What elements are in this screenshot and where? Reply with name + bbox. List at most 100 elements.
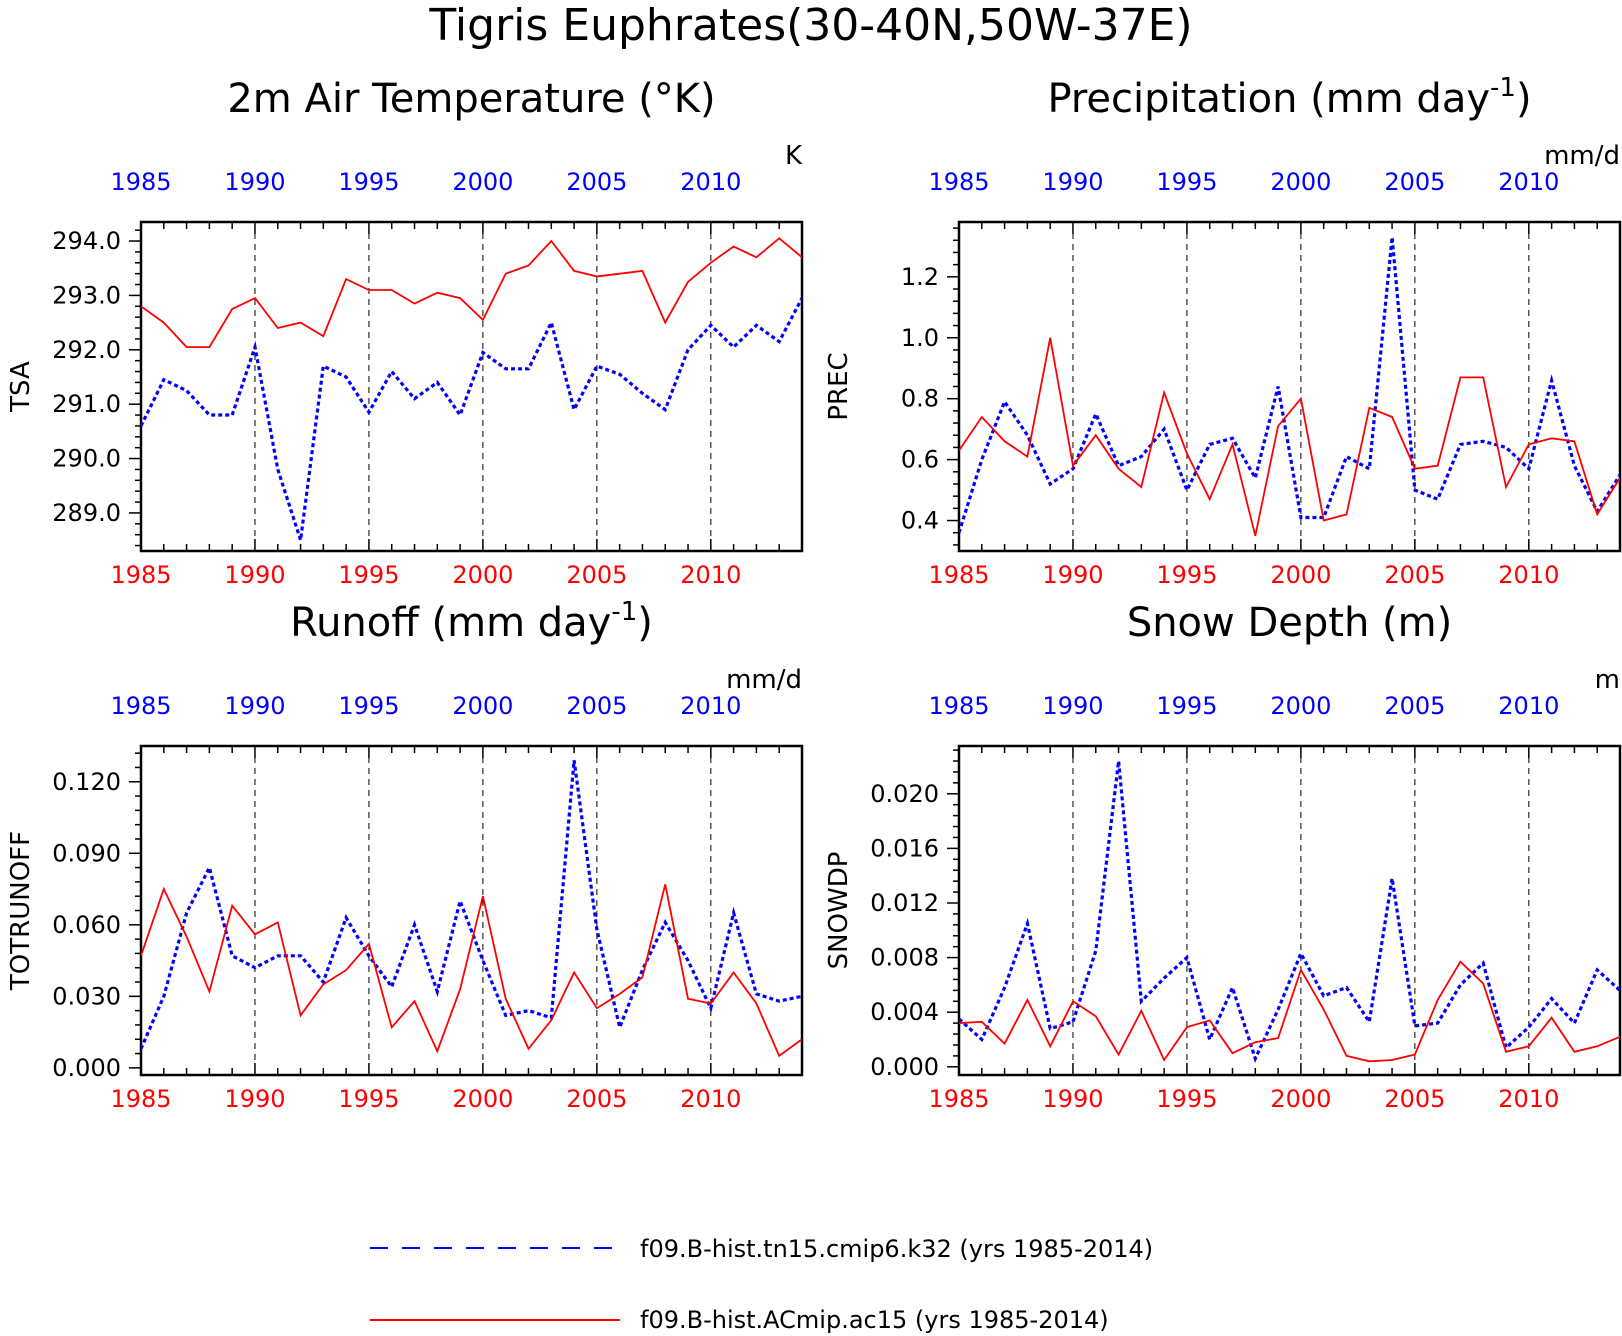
- y-tick-label: 1.2: [901, 263, 939, 291]
- x-tick-label-top: 2010: [1498, 168, 1559, 196]
- x-tick-label-bottom: 2000: [452, 561, 513, 589]
- y-tick-label: 0.012: [870, 889, 939, 917]
- x-tick-label-bottom: 1990: [1042, 561, 1103, 589]
- panel-1: 2m Air Temperature (°K) K 1985 1985 1990 1990…: [6, 76, 804, 589]
- x-tick-label-bottom: 2010: [1498, 1085, 1559, 1113]
- x-tick-label-top: 1985: [110, 692, 171, 720]
- x-tick-label-top: 2010: [680, 692, 741, 720]
- x-tick-label-bottom: 1985: [928, 561, 989, 589]
- series-line-2: [959, 960, 1620, 1063]
- x-tick-label-top: 1990: [1042, 168, 1103, 196]
- y-axis-label: TOTRUNOFF: [6, 831, 36, 991]
- chart-legend: f09.B-hist.tn15.cmip6.k32 (yrs 1985-2014…: [370, 1235, 1153, 1334]
- y-tick-label: 289.0: [52, 499, 121, 527]
- x-tick-label-bottom: 2005: [566, 561, 627, 589]
- x-tick-label-top: 2005: [1384, 692, 1445, 720]
- series-line-2: [141, 884, 802, 1058]
- x-tick-label-top: 2000: [1270, 168, 1331, 196]
- x-tick-label-bottom: 2005: [566, 1085, 627, 1113]
- y-tick-label: 0.020: [870, 780, 939, 808]
- x-tick-label-bottom: 2005: [1384, 1085, 1445, 1113]
- legend-label-run2: f09.B-hist.ACmip.ac15 (yrs 1985-2014): [640, 1306, 1109, 1334]
- x-tick-label-bottom: 1995: [338, 1085, 399, 1113]
- panel-title: Runoff (mm day-1): [290, 597, 653, 646]
- y-tick-label: 0.008: [870, 944, 939, 972]
- chart-panels: 2m Air Temperature (°K) K 1985 1985 1990 1990…: [6, 73, 1622, 1113]
- x-tick-label-top: 1995: [338, 692, 399, 720]
- x-tick-label-top: 1990: [224, 692, 285, 720]
- plot-frame: [957, 744, 1622, 1077]
- x-tick-label-bottom: 1985: [928, 1085, 989, 1113]
- units-label: mm/d: [1544, 141, 1620, 171]
- x-tick-label-top: 2005: [566, 168, 627, 196]
- y-tick-label: 293.0: [52, 281, 121, 309]
- y-tick-label: 0.000: [52, 1054, 121, 1082]
- x-tick-label-bottom: 1990: [224, 561, 285, 589]
- y-tick-label: 0.004: [870, 998, 939, 1026]
- x-tick-label-bottom: 2010: [1498, 561, 1559, 589]
- x-tick-label-bottom: 1985: [110, 561, 171, 589]
- series-line-2: [959, 337, 1620, 537]
- y-axis-label: SNOWDP: [824, 852, 854, 970]
- y-tick-label: 0.120: [52, 768, 121, 796]
- x-tick-label-top: 1995: [1156, 168, 1217, 196]
- x-tick-label-top: 1990: [224, 168, 285, 196]
- x-tick-label-top: 2010: [680, 168, 741, 196]
- series-line-1: [959, 760, 1620, 1063]
- x-tick-label-bottom: 2000: [1270, 561, 1331, 589]
- x-tick-label-top: 2000: [452, 168, 513, 196]
- x-tick-label-top: 1995: [1156, 692, 1217, 720]
- x-tick-label-bottom: 2000: [1270, 1085, 1331, 1113]
- units-label: mm/d: [726, 665, 802, 695]
- plot-frame: [139, 220, 804, 553]
- series-line-1: [141, 760, 802, 1050]
- y-axis-label: PREC: [824, 352, 854, 420]
- x-tick-label-top: 1985: [110, 168, 171, 196]
- y-tick-label: 294.0: [52, 227, 121, 255]
- x-tick-label-bottom: 2000: [452, 1085, 513, 1113]
- y-tick-label: 0.8: [901, 385, 939, 413]
- y-tick-label: 292.0: [52, 336, 121, 364]
- panel-3: Runoff (mm day-1) mm/d 1985 1985 1990 1990 199…: [6, 597, 804, 1113]
- y-tick-label: 0.090: [52, 839, 121, 867]
- x-tick-label-top: 2005: [1384, 168, 1445, 196]
- legend-label-run1: f09.B-hist.tn15.cmip6.k32 (yrs 1985-2014…: [640, 1235, 1153, 1263]
- x-tick-label-top: 2000: [1270, 692, 1331, 720]
- series-line-1: [141, 297, 802, 541]
- y-tick-label: 0.000: [870, 1053, 939, 1081]
- y-tick-label: 0.6: [901, 446, 939, 474]
- y-tick-label: 0.4: [901, 507, 939, 535]
- panel-2: Precipitation (mm day-1) mm/d 1985 1985 1990…: [824, 73, 1622, 589]
- panel-title: 2m Air Temperature (°K): [227, 76, 715, 122]
- x-tick-label-top: 2000: [452, 692, 513, 720]
- x-tick-label-bottom: 2005: [1384, 561, 1445, 589]
- x-tick-label-bottom: 2010: [680, 561, 741, 589]
- x-tick-label-top: 2005: [566, 692, 627, 720]
- series-line-2: [141, 237, 802, 349]
- y-axis-label: TSA: [6, 361, 36, 413]
- x-tick-label-top: 2010: [1498, 692, 1559, 720]
- x-tick-label-bottom: 2010: [680, 1085, 741, 1113]
- y-tick-label: 0.030: [52, 982, 121, 1010]
- panel-4: Snow Depth (m) m 1985 1985 1990 1990 1995 1995 2…: [824, 600, 1622, 1113]
- plot-frame: [139, 744, 804, 1077]
- panel-title: Precipitation (mm day-1): [1047, 73, 1531, 122]
- y-tick-label: 1.0: [901, 324, 939, 352]
- x-tick-label-top: 1985: [928, 168, 989, 196]
- x-tick-label-bottom: 1985: [110, 1085, 171, 1113]
- y-tick-label: 0.016: [870, 834, 939, 862]
- figure-title: Tigris Euphrates(30-40N,50W-37E): [428, 0, 1192, 51]
- x-tick-label-bottom: 1995: [1156, 561, 1217, 589]
- units-label: m: [1595, 665, 1620, 695]
- series-line-1: [959, 237, 1620, 534]
- y-tick-label: 291.0: [52, 390, 121, 418]
- x-tick-label-top: 1990: [1042, 692, 1103, 720]
- x-tick-label-bottom: 1995: [1156, 1085, 1217, 1113]
- x-tick-label-bottom: 1990: [224, 1085, 285, 1113]
- x-tick-label-bottom: 1995: [338, 561, 399, 589]
- x-tick-label-top: 1985: [928, 692, 989, 720]
- x-tick-label-top: 1995: [338, 168, 399, 196]
- y-tick-label: 290.0: [52, 445, 121, 473]
- panel-title: Snow Depth (m): [1127, 600, 1452, 646]
